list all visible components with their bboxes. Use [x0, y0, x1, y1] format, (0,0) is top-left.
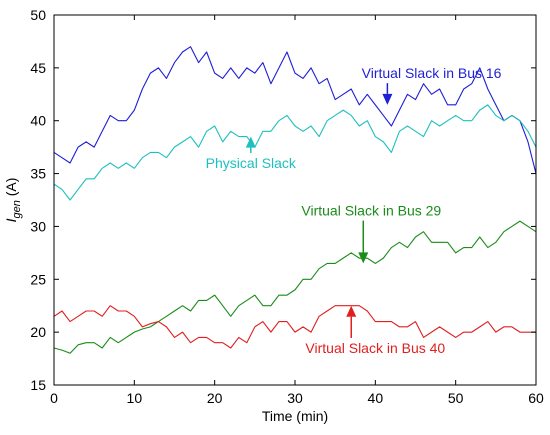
y-tick-label: 45 — [30, 60, 46, 76]
y-tick-label: 15 — [30, 377, 46, 393]
x-tick-label: 30 — [287, 390, 303, 406]
label-layer: Time (min) Igen (A) — [3, 178, 328, 424]
series-line-3 — [53, 220, 537, 354]
y-tick-label: 20 — [30, 324, 46, 340]
y-tick-label: 50 — [30, 7, 46, 23]
axes-layer: 0 10 20 30 40 50 60 15 20 25 30 35 40 45 50 — [30, 7, 544, 406]
y-tick-label: 40 — [30, 113, 46, 129]
y-axis-label-unit: (A) — [3, 178, 19, 201]
y-tick-label: 25 — [30, 271, 46, 287]
annotation-label-4: Virtual Slack in Bus 40 — [305, 340, 445, 356]
x-tick-label: 60 — [528, 390, 544, 406]
annotation-arrowhead-1 — [382, 93, 393, 105]
y-axis-label: Igen (A) — [3, 178, 23, 223]
series-layer — [53, 46, 537, 354]
annotation-arrowhead-4 — [346, 305, 357, 317]
x-tick-label: 0 — [50, 390, 58, 406]
annotation-arrowhead-3 — [358, 252, 369, 264]
series-line-2 — [53, 104, 537, 201]
annotation-layer: Virtual Slack in Bus 16 Physical Slack Vir… — [206, 65, 502, 356]
x-tick-label: 50 — [448, 390, 464, 406]
x-tick-label: 40 — [368, 390, 384, 406]
y-tick-label: 30 — [30, 218, 46, 234]
annotation-label-3: Virtual Slack in Bus 29 — [301, 203, 441, 219]
series-line-1 — [53, 46, 537, 174]
y-axis-label-main: I — [3, 218, 19, 222]
annotation-label-2: Physical Slack — [206, 155, 297, 171]
y-tick-label: 35 — [30, 166, 46, 182]
annotation-label-1: Virtual Slack in Bus 16 — [362, 65, 502, 81]
x-axis-label: Time (min) — [262, 408, 328, 424]
x-tick-label: 20 — [207, 390, 223, 406]
x-tick-label: 10 — [127, 390, 143, 406]
annotation-arrowhead-2 — [245, 136, 256, 148]
y-axis-label-subscript: gen — [11, 200, 23, 218]
series-line-4 — [53, 305, 536, 349]
